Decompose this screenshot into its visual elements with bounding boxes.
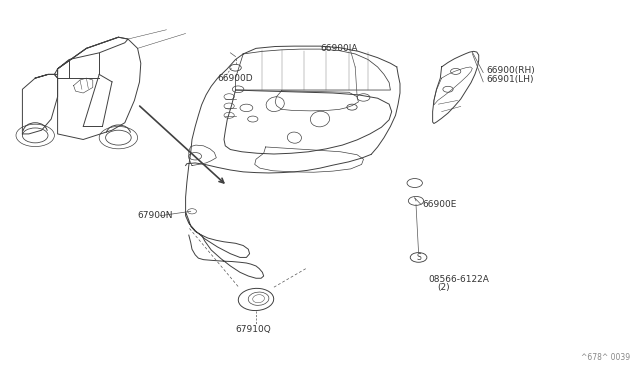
Text: 08566-6122A: 08566-6122A bbox=[429, 275, 490, 283]
Text: 66900IA: 66900IA bbox=[321, 44, 358, 53]
Text: (2): (2) bbox=[437, 283, 450, 292]
Text: 67900N: 67900N bbox=[138, 211, 173, 220]
Text: ^678^ 0039: ^678^ 0039 bbox=[581, 353, 630, 362]
Text: 66901(LH): 66901(LH) bbox=[486, 76, 534, 84]
Text: 66900(RH): 66900(RH) bbox=[486, 66, 535, 75]
Text: 66900D: 66900D bbox=[218, 74, 253, 83]
Text: S: S bbox=[416, 253, 421, 262]
Text: 67910Q: 67910Q bbox=[235, 325, 271, 334]
Text: 66900E: 66900E bbox=[422, 200, 457, 209]
